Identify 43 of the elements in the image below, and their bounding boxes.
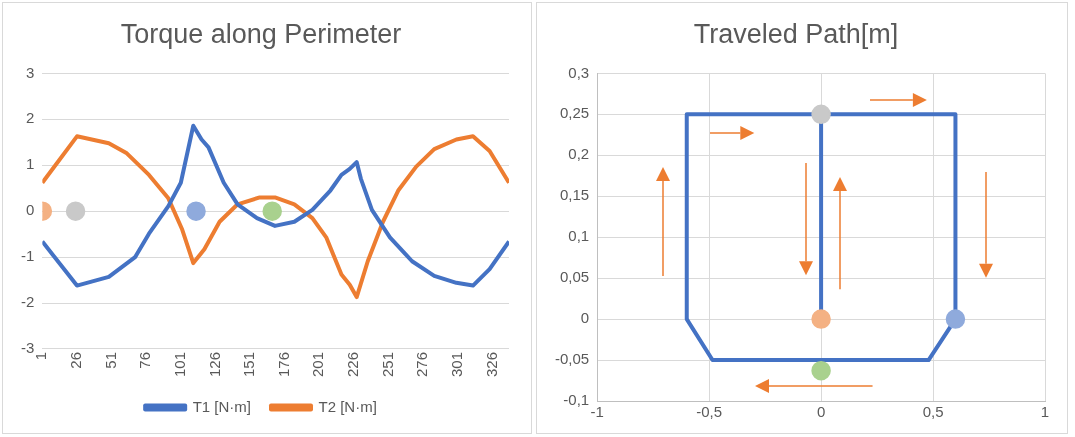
y-tick-label: -0,1 xyxy=(563,391,590,409)
x-tick-label: 326 xyxy=(482,351,500,377)
x-tick-label: 226 xyxy=(344,351,362,377)
y-tick-label: 0,15 xyxy=(559,186,590,204)
x-tick-label: 51 xyxy=(101,351,119,369)
y-tick-label: 3 xyxy=(25,63,35,81)
point xyxy=(811,104,831,125)
x-tick-label: 26 xyxy=(67,351,85,369)
legend-label: T1 [N·m] xyxy=(192,397,252,415)
chart-title: Traveled Path[m] xyxy=(693,18,899,49)
point xyxy=(811,360,831,381)
x-tick-label: 251 xyxy=(378,351,396,377)
x-tick-label: 176 xyxy=(274,351,292,377)
x-tick-label: 0,5 xyxy=(922,403,944,421)
chart-title: Torque along Perimeter xyxy=(120,18,402,49)
y-tick-label: 0,25 xyxy=(559,104,590,122)
y-tick-label: 0,2 xyxy=(568,145,590,163)
y-tick-label: 0 xyxy=(580,309,590,327)
y-tick-label: -0,05 xyxy=(554,350,590,368)
x-tick-label: 101 xyxy=(170,351,188,377)
x-tick-label: 1 xyxy=(1040,403,1050,421)
x-tick-label: 301 xyxy=(447,351,465,377)
y-tick-label: -1 xyxy=(20,247,35,265)
y-tick-label: 2 xyxy=(25,109,35,127)
x-tick-label: 76 xyxy=(136,351,154,369)
y-tick-label: 0 xyxy=(25,201,35,219)
x-tick-label: -0,5 xyxy=(696,403,723,421)
y-tick-label: -3 xyxy=(20,339,35,357)
x-tick-label: 201 xyxy=(309,351,327,377)
y-tick-label: 0,05 xyxy=(559,268,590,286)
point xyxy=(811,309,831,329)
x-tick-label: -1 xyxy=(590,403,604,421)
y-tick-label: 0,1 xyxy=(568,227,590,245)
x-tick-label: 1 xyxy=(32,351,50,361)
legend-label: T2 [N·m] xyxy=(318,397,377,415)
y-tick-label: -2 xyxy=(20,293,35,311)
x-tick-label: 276 xyxy=(413,351,431,377)
y-tick-label: 1 xyxy=(25,155,35,173)
x-tick-label: 126 xyxy=(205,351,223,377)
x-tick-label: 151 xyxy=(240,351,258,377)
point xyxy=(945,309,966,329)
y-tick-label: 0,3 xyxy=(568,63,590,81)
x-tick-label: 0 xyxy=(816,403,826,421)
